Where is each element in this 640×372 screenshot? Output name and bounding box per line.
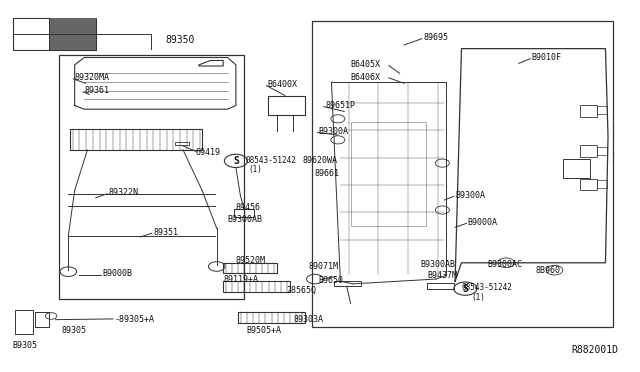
Bar [268,96,305,115]
Text: 89350: 89350 [165,35,195,45]
Bar [59,55,244,299]
Text: B9437M: B9437M [427,271,457,280]
Bar [427,283,454,289]
Text: 89351: 89351 [153,228,178,237]
Text: S: S [462,283,468,294]
Text: (1): (1) [248,165,262,174]
Bar [580,179,596,190]
Text: 69419: 69419 [196,148,221,157]
Bar [15,310,33,334]
Text: 89071M: 89071M [308,262,339,271]
Text: B9300A: B9300A [319,127,349,136]
Text: B9300AC: B9300AC [487,260,522,269]
Bar [596,180,607,188]
Text: 89322N: 89322N [108,188,138,197]
Bar [596,147,607,155]
Text: 89456: 89456 [236,203,261,212]
Text: (1): (1) [472,293,486,302]
Text: B6406X: B6406X [351,73,381,81]
Text: B6400X: B6400X [268,80,298,89]
Text: 89320MA: 89320MA [75,73,109,82]
Text: B9650: B9650 [319,276,344,285]
Text: B9000B: B9000B [102,269,132,278]
Bar [596,106,607,114]
Text: B9300AB: B9300AB [420,260,456,269]
Bar [334,280,361,286]
Text: B9305: B9305 [13,341,38,350]
Text: 89661: 89661 [315,169,340,177]
Text: B9000A: B9000A [468,218,498,227]
Bar [312,21,613,327]
Text: 89651P: 89651P [325,101,355,110]
Text: 08543-51242: 08543-51242 [246,156,296,166]
Text: 89520M: 89520M [236,256,266,265]
Bar [563,159,590,178]
Bar [351,122,426,226]
Text: R882001D: R882001D [572,345,619,355]
Text: 08543-51242: 08543-51242 [461,283,513,292]
Bar [13,17,96,50]
Text: 89303A: 89303A [293,315,323,324]
Text: B9010F: B9010F [532,53,561,62]
Text: 89119+A: 89119+A [223,275,258,283]
Text: 89305: 89305 [62,326,87,335]
Text: B9300A: B9300A [455,191,485,200]
Bar [223,281,290,292]
Bar [580,105,596,116]
Bar [234,209,254,217]
Text: 8B960: 8B960 [536,266,561,275]
Text: S: S [233,156,239,166]
Bar [239,312,305,323]
Text: 28565Q: 28565Q [287,286,317,295]
Text: 89361: 89361 [84,86,109,95]
Text: -89305+A: -89305+A [115,315,155,324]
Bar [223,263,277,273]
Text: B9505+A: B9505+A [246,326,282,335]
Bar [35,311,49,327]
Text: B6405X: B6405X [351,60,381,70]
Text: B9300AB: B9300AB [228,215,262,224]
Text: 89695: 89695 [423,33,448,42]
Bar [580,145,596,157]
Bar [175,142,189,145]
Text: 89620WA: 89620WA [302,156,337,166]
Bar [49,17,96,50]
